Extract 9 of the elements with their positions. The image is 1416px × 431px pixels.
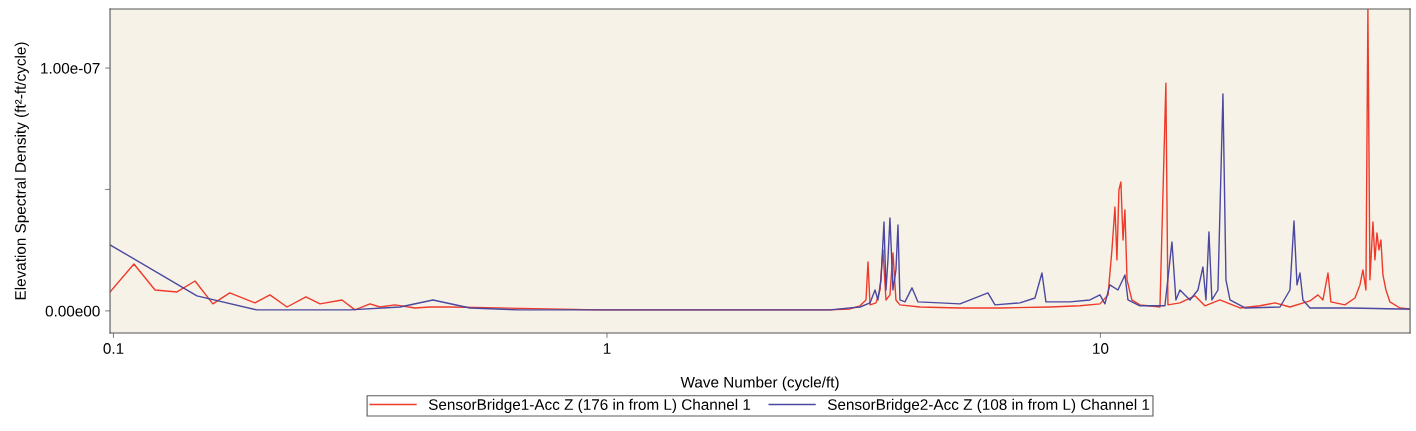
y-axis-title: Elevation Spectral Density (ft²-ft/cycle) (14, 42, 29, 300)
legend-label: SensorBridge1-Acc Z (176 in from L) Channel 1 (428, 398, 751, 413)
legend-label: SensorBridge2-Acc Z (108 in from L) Channel 1 (827, 398, 1150, 413)
x-tick-label: 10 (1093, 343, 1109, 354)
x-tick-label: 1 (603, 343, 611, 354)
x-axis-title: Wave Number (cycle/ft) (680, 376, 839, 391)
y-tick-label: 0.00e00 (45, 305, 100, 317)
x-tick-label: 0.1 (103, 343, 124, 354)
y-tick-label: 1.00e-07 (41, 62, 100, 74)
